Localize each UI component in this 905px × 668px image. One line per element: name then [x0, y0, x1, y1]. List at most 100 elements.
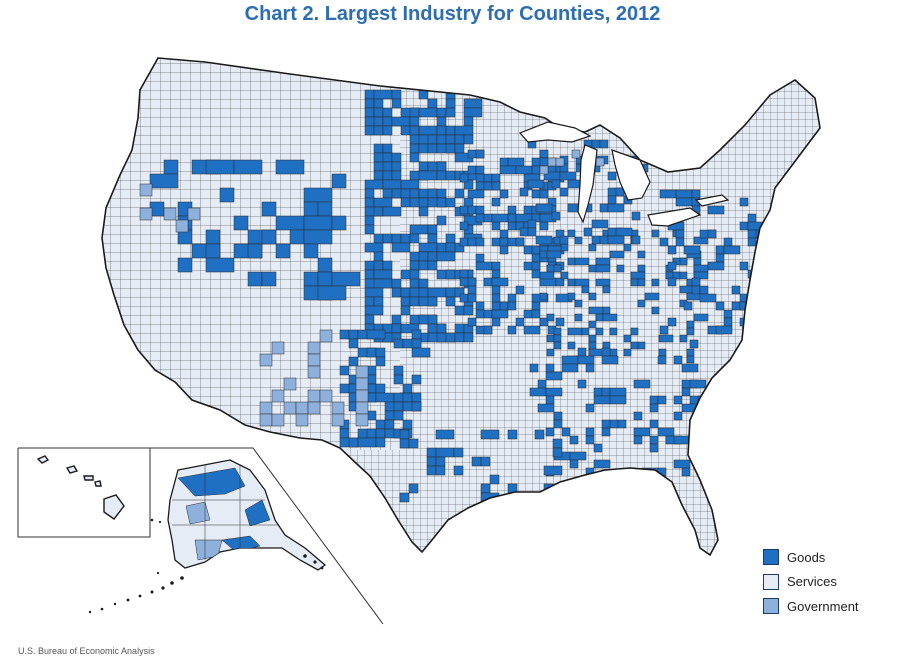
- goods-county: [445, 107, 456, 118]
- goods-county: [454, 242, 465, 253]
- goods-county: [303, 271, 319, 287]
- goods-county: [707, 205, 725, 215]
- goods-county: [553, 334, 562, 343]
- goods-county: [475, 165, 485, 175]
- goods-county: [400, 179, 420, 190]
- goods-county: [529, 387, 547, 397]
- goods-county: [699, 285, 709, 295]
- government-county: [571, 149, 581, 159]
- goods-county: [567, 327, 583, 336]
- goods-county: [539, 292, 548, 301]
- goods-county: [366, 347, 377, 358]
- goods-county: [559, 187, 569, 197]
- government-county: [555, 157, 565, 167]
- goods-county: [560, 271, 569, 280]
- goods-county: [491, 173, 501, 183]
- goods-county: [535, 235, 553, 245]
- goods-county: [435, 465, 446, 476]
- goods-county: [739, 197, 749, 207]
- government-county: [295, 413, 309, 427]
- goods-county: [577, 379, 587, 389]
- goods-county: [459, 293, 469, 303]
- goods-county: [507, 325, 517, 335]
- goods-county: [454, 188, 465, 199]
- goods-county: [637, 264, 646, 273]
- goods-county: [382, 125, 393, 136]
- goods-county: [507, 205, 517, 215]
- goods-county: [567, 341, 576, 350]
- government-county: [595, 157, 605, 167]
- goods-county: [382, 206, 402, 217]
- goods-county: [418, 161, 429, 172]
- goods-county: [651, 229, 660, 238]
- goods-county: [523, 325, 541, 335]
- goods-county: [445, 332, 456, 343]
- goods-county: [693, 271, 709, 280]
- goods-county: [615, 227, 633, 237]
- goods-county: [617, 419, 627, 429]
- goods-county: [418, 107, 438, 118]
- goods-county: [527, 179, 545, 189]
- goods-county: [373, 251, 384, 262]
- goods-county: [393, 410, 404, 421]
- goods-county: [375, 392, 395, 403]
- goods-county: [693, 264, 709, 273]
- goods-county: [411, 392, 422, 403]
- goods-county: [593, 459, 611, 469]
- government-county: [271, 341, 285, 355]
- inset-frame: [17, 447, 384, 625]
- goods-county: [667, 317, 677, 327]
- goods-county: [205, 229, 221, 245]
- goods-county: [537, 379, 547, 389]
- goods-county: [375, 383, 386, 394]
- goods-county: [607, 203, 625, 213]
- goods-county: [499, 229, 509, 239]
- goods-county: [454, 323, 465, 334]
- goods-county: [723, 245, 741, 255]
- goods-county: [391, 278, 402, 289]
- goods-county: [585, 435, 595, 445]
- goods-county: [303, 215, 333, 231]
- goods-county: [593, 395, 611, 405]
- government-county: [307, 341, 321, 355]
- goods-county: [559, 235, 569, 245]
- goods-county: [436, 134, 447, 145]
- goods-county: [427, 134, 438, 145]
- goods-county: [637, 278, 646, 287]
- goods-county: [693, 257, 702, 266]
- goods-county: [679, 334, 688, 343]
- goods-county: [364, 188, 375, 199]
- goods-county: [555, 277, 565, 287]
- goods-county: [375, 437, 386, 448]
- goods-county: [715, 325, 733, 335]
- goods-county: [574, 299, 583, 308]
- goods-county: [545, 387, 563, 397]
- goods-county: [657, 427, 675, 437]
- goods-county: [391, 233, 402, 244]
- goods-county: [546, 334, 555, 343]
- goods-county: [637, 299, 646, 308]
- goods-county: [601, 355, 619, 365]
- goods-county: [427, 260, 438, 271]
- goods-county: [697, 427, 707, 437]
- goods-county: [739, 221, 749, 231]
- goods-county: [667, 245, 677, 255]
- goods-county: [515, 165, 533, 175]
- goods-county: [467, 293, 477, 303]
- government-county: [331, 413, 345, 427]
- government-county: [259, 401, 273, 415]
- goods-county: [275, 243, 291, 259]
- goods-county: [418, 125, 438, 136]
- goods-county: [391, 152, 402, 163]
- goods-county: [418, 287, 429, 298]
- goods-county: [418, 206, 429, 217]
- goods-county: [375, 428, 386, 439]
- goods-county: [673, 459, 691, 469]
- goods-county: [527, 227, 537, 237]
- goods-county: [545, 427, 555, 437]
- goods-county: [393, 365, 404, 376]
- goods-county: [382, 143, 393, 154]
- goods-county: [427, 287, 447, 298]
- goods-county: [463, 179, 474, 190]
- goods-county: [599, 139, 609, 149]
